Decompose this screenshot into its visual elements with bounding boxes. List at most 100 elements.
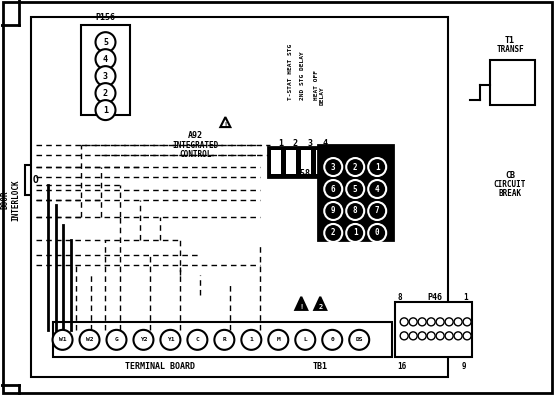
Text: 1: 1 — [353, 228, 357, 237]
Text: C: C — [196, 337, 199, 342]
Circle shape — [463, 332, 471, 340]
Text: 1: 1 — [278, 139, 283, 148]
Circle shape — [95, 49, 115, 69]
Circle shape — [400, 332, 408, 340]
Text: 1: 1 — [375, 162, 379, 171]
Bar — [286, 150, 296, 174]
Circle shape — [161, 330, 181, 350]
Text: A92: A92 — [188, 131, 203, 139]
Text: 0: 0 — [330, 337, 334, 342]
Circle shape — [436, 318, 444, 326]
Circle shape — [454, 318, 462, 326]
Circle shape — [95, 66, 115, 86]
Circle shape — [346, 224, 364, 242]
Circle shape — [368, 224, 386, 242]
Circle shape — [134, 330, 153, 350]
Bar — [80, 25, 131, 115]
Text: TB1: TB1 — [313, 362, 328, 371]
Text: W1: W1 — [59, 337, 66, 342]
Text: BREAK: BREAK — [499, 188, 522, 198]
Text: CIRCUIT: CIRCUIT — [494, 179, 526, 188]
Text: CONTROL: CONTROL — [179, 150, 212, 158]
Bar — [490, 60, 535, 105]
Text: !: ! — [223, 122, 228, 128]
Text: TRANSF: TRANSF — [496, 45, 524, 54]
Bar — [271, 150, 281, 174]
Circle shape — [346, 180, 364, 198]
Circle shape — [368, 202, 386, 220]
Text: DOOR
INTERLOCK: DOOR INTERLOCK — [1, 179, 20, 221]
Circle shape — [346, 202, 364, 220]
Text: 3: 3 — [103, 71, 108, 81]
Text: P46: P46 — [428, 293, 443, 303]
Circle shape — [95, 32, 115, 52]
Text: G: G — [115, 337, 119, 342]
Circle shape — [346, 158, 364, 176]
Text: M: M — [276, 337, 280, 342]
Text: HEAT OFF: HEAT OFF — [314, 70, 319, 100]
Circle shape — [268, 330, 288, 350]
Text: TERMINAL BOARD: TERMINAL BOARD — [125, 362, 196, 371]
Text: 6: 6 — [331, 184, 336, 194]
Text: 4: 4 — [375, 184, 379, 194]
Bar — [30, 17, 448, 377]
Text: R: R — [223, 337, 226, 342]
Circle shape — [436, 332, 444, 340]
Circle shape — [53, 330, 73, 350]
Circle shape — [418, 332, 426, 340]
Circle shape — [106, 330, 126, 350]
Bar — [301, 150, 311, 174]
Text: CB: CB — [505, 171, 515, 179]
Text: T-STAT HEAT STG: T-STAT HEAT STG — [288, 44, 293, 100]
Text: 2: 2 — [353, 162, 357, 171]
Circle shape — [242, 330, 261, 350]
Circle shape — [295, 330, 315, 350]
Text: 7: 7 — [375, 207, 379, 216]
Circle shape — [324, 180, 342, 198]
Bar — [24, 165, 47, 195]
Text: DS: DS — [356, 337, 363, 342]
Text: 2: 2 — [331, 228, 336, 237]
Circle shape — [80, 330, 100, 350]
Bar — [316, 150, 326, 174]
Text: Y1: Y1 — [167, 337, 174, 342]
Circle shape — [187, 330, 207, 350]
Circle shape — [324, 158, 342, 176]
Text: P58: P58 — [295, 169, 310, 177]
Text: 2: 2 — [318, 304, 322, 310]
Text: !: ! — [299, 304, 304, 310]
Polygon shape — [295, 297, 307, 310]
Text: O: O — [33, 175, 39, 185]
Bar — [318, 145, 393, 240]
Polygon shape — [314, 297, 326, 310]
Text: 4: 4 — [103, 55, 108, 64]
Circle shape — [324, 202, 342, 220]
Text: 8: 8 — [398, 293, 403, 303]
Text: 1: 1 — [249, 337, 253, 342]
Text: 1: 1 — [463, 293, 468, 303]
Bar — [268, 147, 329, 177]
Bar — [395, 302, 472, 357]
Text: 5: 5 — [103, 38, 108, 47]
Text: 4: 4 — [323, 139, 328, 148]
Text: 2: 2 — [103, 88, 108, 98]
Circle shape — [368, 180, 386, 198]
Circle shape — [95, 83, 115, 103]
Text: INTEGRATED: INTEGRATED — [172, 141, 218, 150]
Circle shape — [445, 332, 453, 340]
Text: 3: 3 — [308, 139, 313, 148]
Circle shape — [368, 158, 386, 176]
Text: W2: W2 — [86, 337, 93, 342]
Text: T1: T1 — [505, 36, 515, 45]
Circle shape — [400, 318, 408, 326]
Circle shape — [454, 332, 462, 340]
Circle shape — [214, 330, 234, 350]
Circle shape — [409, 332, 417, 340]
Circle shape — [427, 318, 435, 326]
Circle shape — [445, 318, 453, 326]
Text: 1: 1 — [103, 105, 108, 115]
Text: 9: 9 — [331, 207, 336, 216]
Text: 0: 0 — [375, 228, 379, 237]
Text: 3: 3 — [331, 162, 336, 171]
Text: 16: 16 — [398, 362, 407, 371]
